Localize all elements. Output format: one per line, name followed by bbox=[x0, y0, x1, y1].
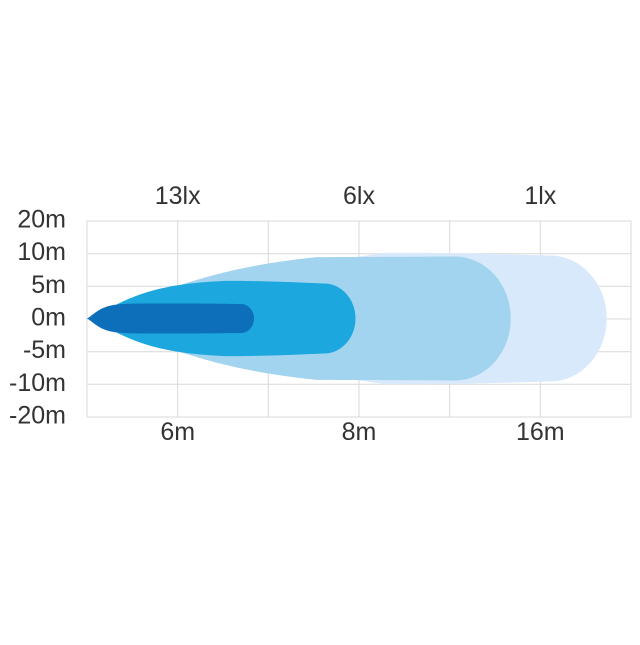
svg-text:-5m: -5m bbox=[23, 336, 66, 364]
svg-text:6m: 6m bbox=[160, 418, 195, 446]
svg-text:1lx: 1lx bbox=[524, 182, 556, 210]
svg-text:8m: 8m bbox=[342, 418, 377, 446]
svg-text:0m: 0m bbox=[31, 304, 66, 332]
svg-text:13lx: 13lx bbox=[155, 182, 201, 210]
svg-text:-20m: -20m bbox=[9, 402, 66, 430]
svg-text:20m: 20m bbox=[17, 206, 66, 234]
svg-text:5m: 5m bbox=[31, 271, 66, 299]
svg-text:-10m: -10m bbox=[9, 369, 66, 397]
svg-text:6lx: 6lx bbox=[343, 182, 375, 210]
svg-text:10m: 10m bbox=[17, 238, 66, 266]
svg-text:16m: 16m bbox=[516, 418, 565, 446]
